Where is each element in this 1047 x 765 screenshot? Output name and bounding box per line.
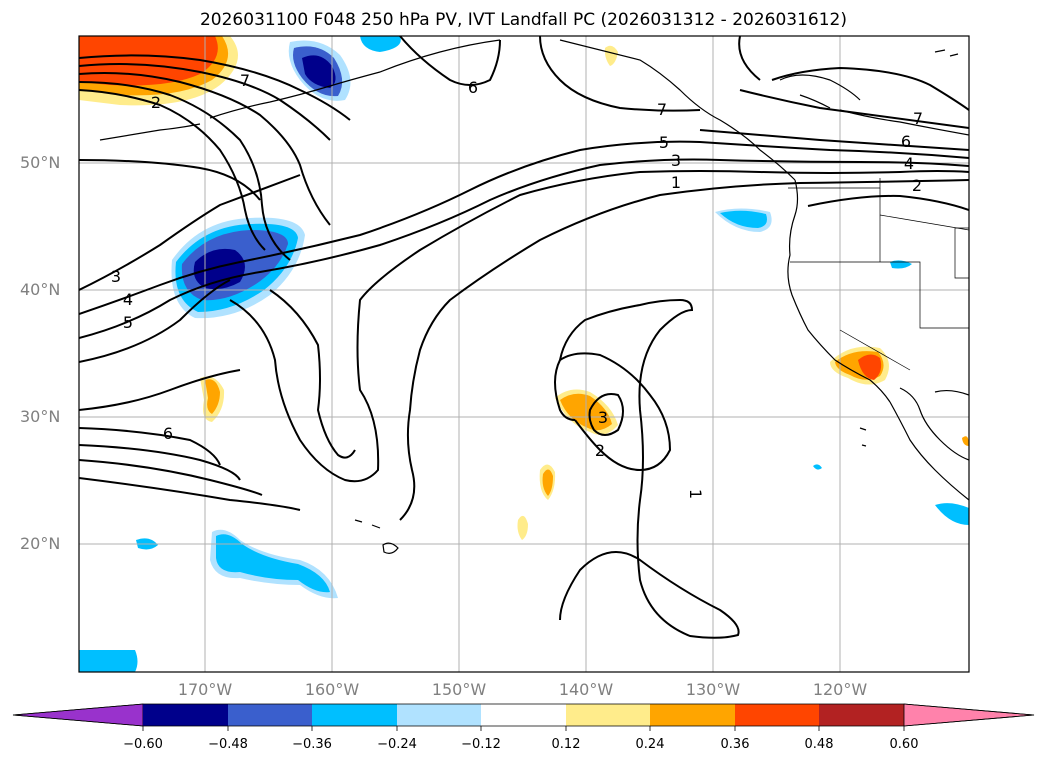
map-title: 2026031100 F048 250 hPa PV, IVT Landfall… (199, 10, 847, 30)
colorbar-tick-label: −0.24 (377, 737, 417, 752)
contour-label: 1 (686, 489, 705, 499)
lat-label-50n: 50°N (20, 153, 61, 172)
lon-label-170w: 170°W (177, 680, 233, 699)
lon-label-120w: 120°W (812, 680, 868, 699)
contour-label: 3 (671, 151, 681, 170)
colorbar-segment (143, 704, 228, 726)
colorbar-tick-label: −0.60 (123, 737, 163, 752)
contour-label: 7 (913, 109, 923, 128)
lon-label-160w: 160°W (304, 680, 360, 699)
contour-labels: 7 6 7 5 3 1 7 6 4 2 3 4 5 6 3 2 1 2 (111, 71, 923, 499)
contour-label: 3 (598, 408, 608, 427)
colorbar-segment (228, 704, 312, 726)
contour-label: 6 (901, 132, 911, 151)
contour-label: 2 (912, 176, 922, 195)
lat-label-20n: 20°N (20, 534, 61, 553)
contour-label: 7 (240, 71, 250, 90)
colorbar-segment (397, 704, 481, 726)
contour-label: 6 (468, 78, 478, 97)
contour-label: 2 (595, 441, 605, 460)
colorbar (12, 703, 1035, 731)
colorbar-segment (481, 704, 566, 726)
pv-shading (79, 36, 969, 672)
colorbar-segment (566, 704, 650, 726)
lat-label-40n: 40°N (20, 280, 61, 299)
lat-label-30n: 30°N (20, 407, 61, 426)
map-frame (78, 35, 970, 673)
contour-label: 4 (123, 290, 133, 309)
contour-label: 5 (659, 133, 669, 152)
state-borders (788, 178, 969, 371)
colorbar-tick-label: 0.24 (635, 737, 665, 752)
contour-label: 4 (904, 154, 914, 173)
ivt-contours (79, 36, 969, 639)
colorbar-tick-label: 0.60 (889, 737, 919, 752)
lon-label-150w: 150°W (431, 680, 487, 699)
graticule (79, 36, 969, 672)
coastlines (99, 39, 969, 554)
colorbar-tick-label: 0.36 (720, 737, 750, 752)
colorbar-segment (650, 704, 735, 726)
colorbar-extend-high (903, 703, 1035, 727)
lon-label-140w: 140°W (558, 680, 614, 699)
colorbar-extend-low (12, 703, 144, 727)
colorbar-segment (735, 704, 819, 726)
contour-label: 1 (671, 173, 681, 192)
colorbar-tick-label: −0.36 (292, 737, 332, 752)
lon-label-130w: 130°W (685, 680, 741, 699)
contour-label: 5 (123, 313, 133, 332)
contour-label: 3 (111, 267, 121, 286)
contour-label: 2 (151, 93, 161, 112)
contour-label: 6 (163, 424, 173, 443)
colorbar-tick-label: −0.12 (461, 737, 501, 752)
colorbar-segment (819, 704, 904, 726)
colorbar-segment (312, 704, 397, 726)
colorbar-tick-label: 0.12 (551, 737, 581, 752)
colorbar-tick-label: 0.48 (804, 737, 834, 752)
contour-label: 7 (657, 100, 667, 119)
colorbar-tick-label: −0.48 (208, 737, 248, 752)
